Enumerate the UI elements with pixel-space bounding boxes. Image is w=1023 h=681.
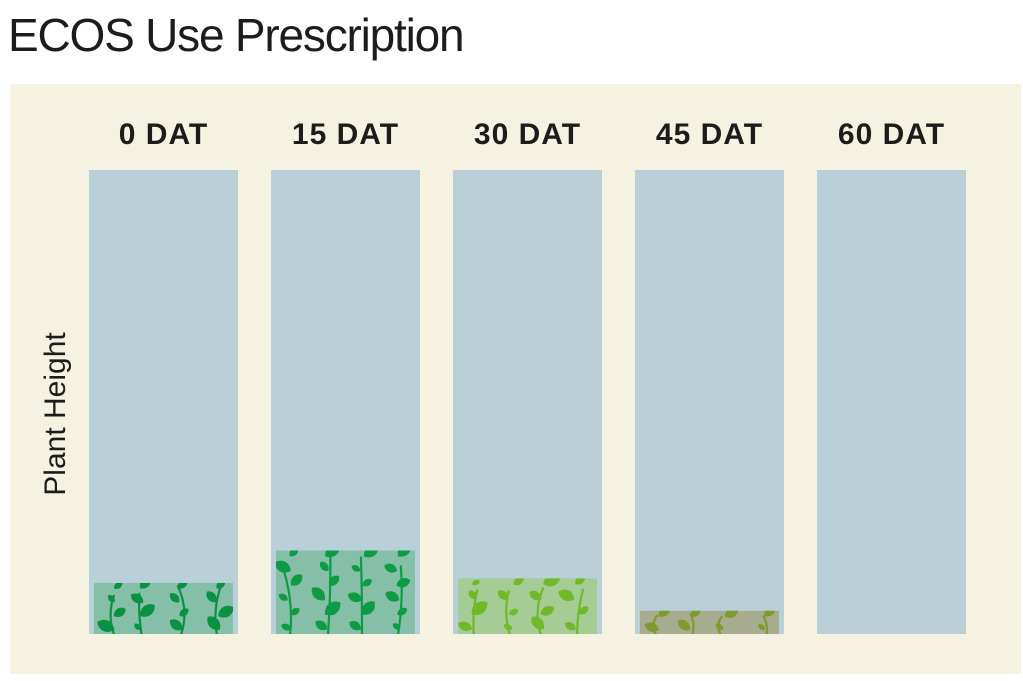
plant-leaf xyxy=(139,582,151,589)
plant-leaf xyxy=(529,590,542,601)
plant-leaf xyxy=(207,616,221,630)
plant-leaf xyxy=(97,619,115,632)
plant-leaf xyxy=(276,560,291,573)
plant-height-bar-fill xyxy=(640,610,779,634)
plant-leaf xyxy=(179,608,189,617)
plant-leaf xyxy=(349,620,362,631)
plant-leaf xyxy=(113,607,126,618)
plant-leaf xyxy=(564,622,577,631)
plant-stem xyxy=(536,587,545,635)
plant-leaf xyxy=(644,622,659,632)
plant-stem xyxy=(576,588,585,635)
plant-leaf xyxy=(278,593,288,601)
plant-leaf xyxy=(351,565,361,572)
plant-stem xyxy=(762,615,769,634)
column-background xyxy=(453,170,602,634)
plant-leaf xyxy=(579,606,589,615)
plant-leaf xyxy=(468,590,478,600)
plant-leaf xyxy=(361,601,375,615)
plant-leaf xyxy=(471,601,488,615)
plant-leaf xyxy=(363,550,379,558)
plant-leaf xyxy=(108,595,115,603)
category-label: 60 DAT xyxy=(838,118,945,151)
plant-height-bar xyxy=(458,578,597,635)
chart-panel: 0 DAT 15 DAT 30 DAT 45 DAT 60 DAT Plant Heig… xyxy=(10,84,1021,674)
plant-leaf xyxy=(325,550,340,558)
column-background xyxy=(817,170,966,634)
plant-leaf xyxy=(397,550,412,557)
category-label: 15 DAT xyxy=(292,118,399,151)
plant-foliage xyxy=(276,550,412,635)
plant-leaf xyxy=(396,578,411,588)
y-axis-label: Plant Height xyxy=(39,332,72,496)
plant-stem xyxy=(214,585,222,634)
plant-leaf xyxy=(169,619,183,631)
plant-leaf xyxy=(281,623,292,631)
plant-leaf xyxy=(216,582,226,589)
plant-leaf xyxy=(392,623,401,630)
plant-leaf xyxy=(289,550,299,557)
plant-leaf xyxy=(324,601,341,616)
plant-leaf xyxy=(540,605,555,616)
plant-leaf xyxy=(315,620,328,631)
plant-leaf xyxy=(134,623,141,630)
plant-leaf xyxy=(503,623,513,631)
plant-leaf xyxy=(311,587,326,601)
plant-leaf xyxy=(328,575,340,586)
plant-stem xyxy=(397,565,403,635)
plant-leaf xyxy=(724,610,739,618)
plant-leaf xyxy=(758,624,765,631)
plant-height-bar xyxy=(640,610,779,634)
plant-leaf xyxy=(169,593,180,603)
plant-leaf xyxy=(497,590,509,600)
plant-leaf xyxy=(290,574,303,586)
plant-leaf xyxy=(531,616,545,630)
plant-leaf xyxy=(206,591,217,603)
plant-foliage xyxy=(97,582,233,634)
plant-height-bar xyxy=(94,582,233,634)
plant-leaf xyxy=(177,582,188,589)
plant-stem xyxy=(326,553,332,635)
plant-height-bar xyxy=(276,550,415,635)
column-background xyxy=(89,170,238,634)
plant-leaf xyxy=(290,607,300,616)
plant-leaf xyxy=(458,621,473,631)
plant-leaf xyxy=(113,582,123,589)
plant-leaf xyxy=(385,591,400,602)
category-label: 30 DAT xyxy=(474,118,581,151)
plant-leaf xyxy=(319,561,329,571)
plant-leaf xyxy=(130,593,144,604)
plant-leaf xyxy=(347,592,362,603)
plant-leaf xyxy=(362,579,372,587)
category-label: 0 DAT xyxy=(119,118,208,151)
plant-leaf xyxy=(140,604,155,617)
plant-leaf xyxy=(384,563,398,573)
plant-leaf xyxy=(509,608,519,616)
plant-leaf xyxy=(471,579,480,586)
plant-height-chart: 0 DAT 15 DAT 30 DAT 45 DAT 60 DAT Plant Heig… xyxy=(39,118,966,635)
plant-stem xyxy=(282,568,293,635)
page-title: ECOS Use Prescription xyxy=(8,9,465,61)
column-background xyxy=(635,170,784,634)
plant-foliage xyxy=(644,610,776,634)
plant-leaf xyxy=(513,578,524,586)
plant-leaf xyxy=(543,578,561,587)
plant-leaf xyxy=(690,610,701,617)
plant-leaf xyxy=(658,610,671,617)
plant-stem xyxy=(359,556,364,635)
plant-leaf xyxy=(397,607,408,616)
plant-leaf xyxy=(218,605,233,618)
columns-layer xyxy=(89,170,966,635)
plant-leaf xyxy=(558,589,575,602)
category-label: 45 DAT xyxy=(656,118,763,151)
plant-leaf xyxy=(678,619,690,631)
plant-leaf xyxy=(715,623,724,631)
labels-layer: 0 DAT 15 DAT 30 DAT 45 DAT 60 DAT xyxy=(119,118,945,151)
plant-leaf xyxy=(764,610,776,617)
plant-leaf xyxy=(575,578,586,585)
plant-foliage xyxy=(458,578,589,635)
